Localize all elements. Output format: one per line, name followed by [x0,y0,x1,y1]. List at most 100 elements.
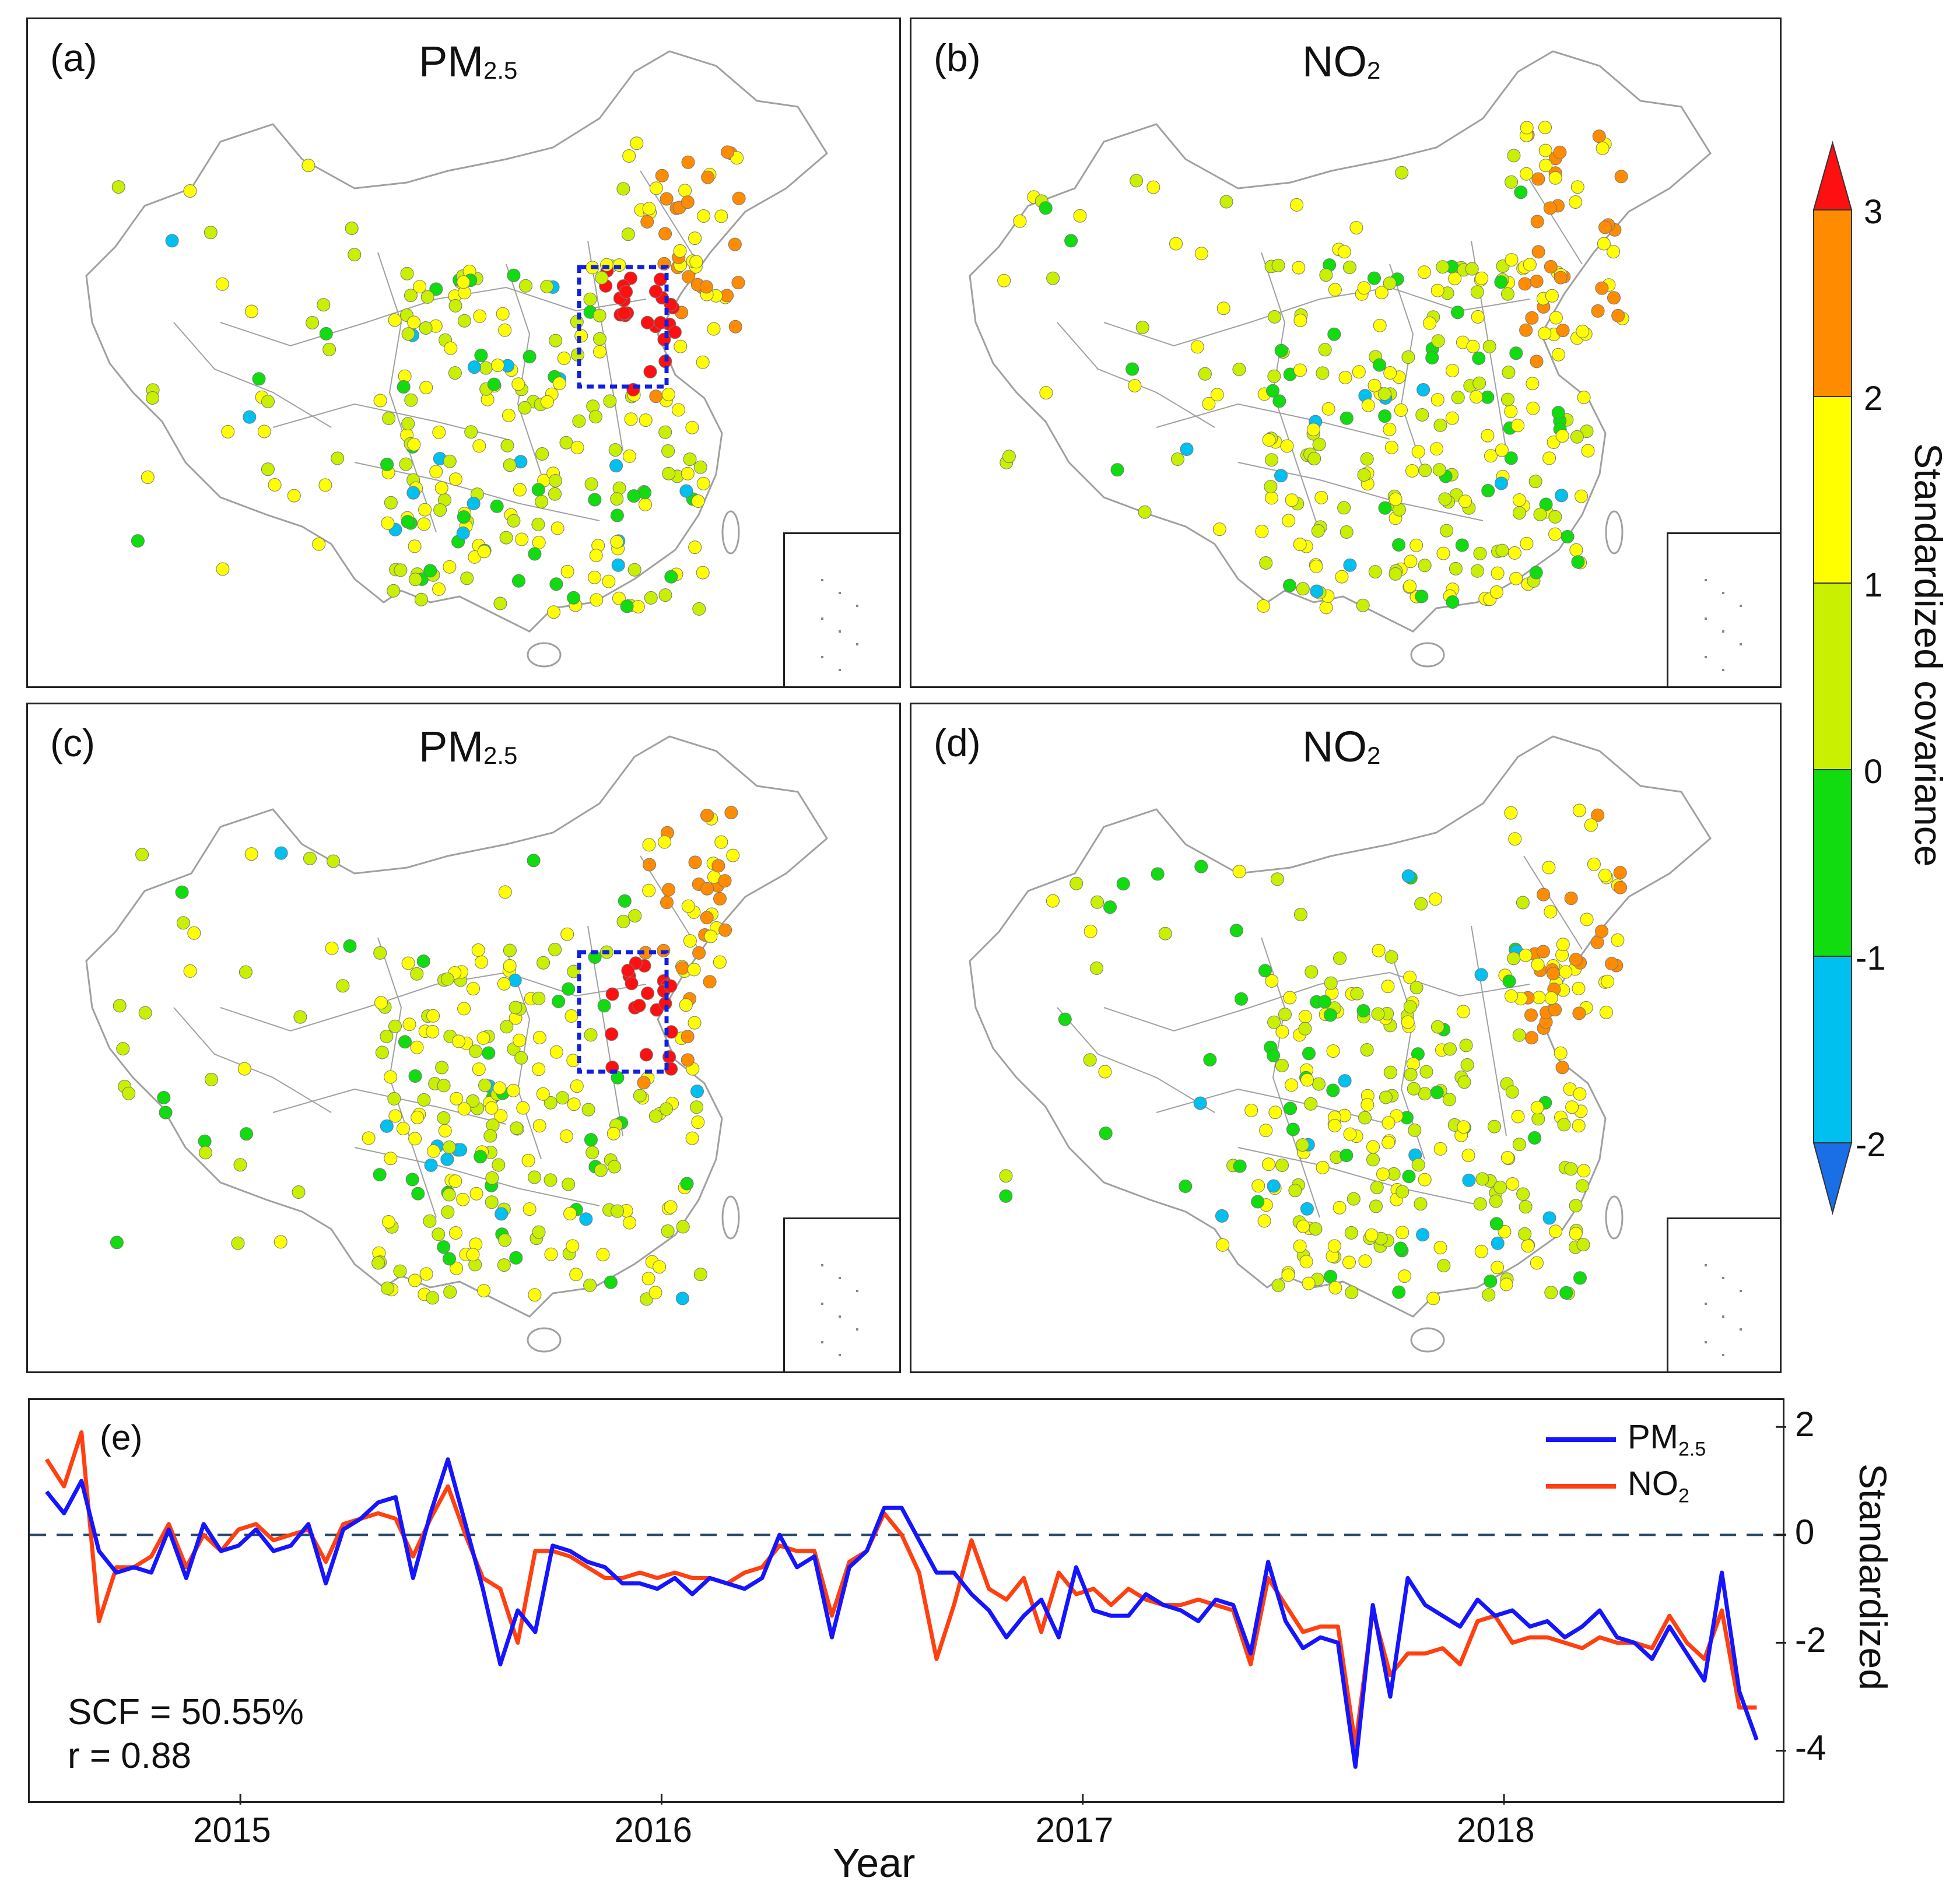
station-dot [375,1045,389,1059]
station-dot [122,1086,136,1100]
colorbar-bin [1813,396,1852,584]
station-dot [1470,564,1484,578]
station-dot [456,527,470,540]
station-dot [1555,429,1569,443]
station-dot [435,1061,449,1075]
station-dot [432,1227,446,1241]
station-dot [1229,924,1243,938]
legend-no2-main: NO [1628,1465,1678,1503]
station-dot [496,307,510,321]
station-dot [1128,379,1142,392]
station-dot [671,403,685,417]
station-dot [1433,1142,1447,1156]
x-tick-label: 2016 [614,1810,692,1850]
station-dot [1202,396,1216,410]
station-dot [1343,1127,1357,1141]
station-dot [584,477,598,491]
station-dot [1500,287,1514,301]
inset-island [839,1315,841,1318]
station-dot [303,851,317,865]
station-dot [632,999,646,1013]
station-dot [1099,1127,1113,1141]
station-dot [642,838,656,852]
station-dot [1271,1278,1285,1292]
station-dot [552,995,566,1008]
station-dot [401,956,415,970]
station-dot [411,1187,425,1201]
station-dot [1233,1159,1247,1173]
station-dot [1440,524,1454,538]
station-dot [1347,1192,1361,1206]
station-dot [1436,546,1450,560]
station-dot [476,1031,490,1045]
station-dot [1572,981,1586,995]
inset-island [821,1303,823,1305]
station-dot [1544,991,1558,1005]
station-dot [622,149,636,163]
station-dot [1505,175,1519,189]
station-dot [1507,952,1521,966]
station-dot [631,600,645,613]
station-dot [198,1146,212,1160]
station-dot [503,943,517,957]
station-dot [1179,1180,1193,1193]
station-dot [1383,423,1397,436]
station-dot [681,195,695,209]
station-dot [1318,343,1332,357]
station-dot [1337,501,1351,515]
station-dot [498,1233,512,1247]
station-dot [1232,363,1246,376]
station-dot [448,366,462,380]
station-dot [1146,180,1160,194]
station-dot [440,972,454,986]
station-dot [556,1091,569,1105]
station-dot [1495,543,1509,557]
station-dot [482,1046,496,1060]
station-dot [700,911,714,925]
station-dot [503,458,517,472]
station-dot [1595,924,1609,938]
station-dot [1378,409,1392,423]
station-dot [621,227,635,241]
inset-island [856,1328,858,1331]
station-dot [681,1030,695,1044]
station-dot [1505,1085,1519,1099]
station-dot [418,503,432,517]
station-dot [448,472,462,486]
station-dot [594,1163,608,1177]
station-dot [1525,1031,1538,1045]
station-dot [619,285,633,299]
station-dot [713,892,727,906]
station-dot [1335,570,1349,584]
station-dot [1430,393,1444,407]
station-dot [478,1078,492,1092]
station-dot [680,1177,694,1191]
station-dot [1570,180,1584,194]
station-dot [1489,1194,1503,1208]
station-dot [413,280,427,294]
station-dot [474,349,488,363]
station-dot [642,883,656,897]
station-dot [442,1188,456,1202]
station-dot [419,381,433,395]
station-dot [507,268,521,282]
station-dot [407,315,421,329]
station-dot [609,459,623,473]
station-dot [1274,343,1288,357]
station-dot [1511,419,1525,433]
station-dot [1456,1005,1470,1019]
station-dot [1542,861,1556,875]
hainan-outline [1410,1327,1445,1353]
station-dot [1130,174,1144,188]
r-stat: r = 0.88 [68,1736,191,1776]
station-dot [596,1248,610,1262]
station-dot [1425,351,1439,365]
station-dot [1466,339,1480,353]
station-dot [515,532,529,546]
pm25-series-line [45,1457,1759,1769]
province-boundary [1523,170,1583,265]
colorbar-title: Standardized covariance [1907,443,1950,867]
station-dot [1433,1241,1447,1255]
station-dot [1398,1269,1411,1283]
station-dot [417,517,431,531]
